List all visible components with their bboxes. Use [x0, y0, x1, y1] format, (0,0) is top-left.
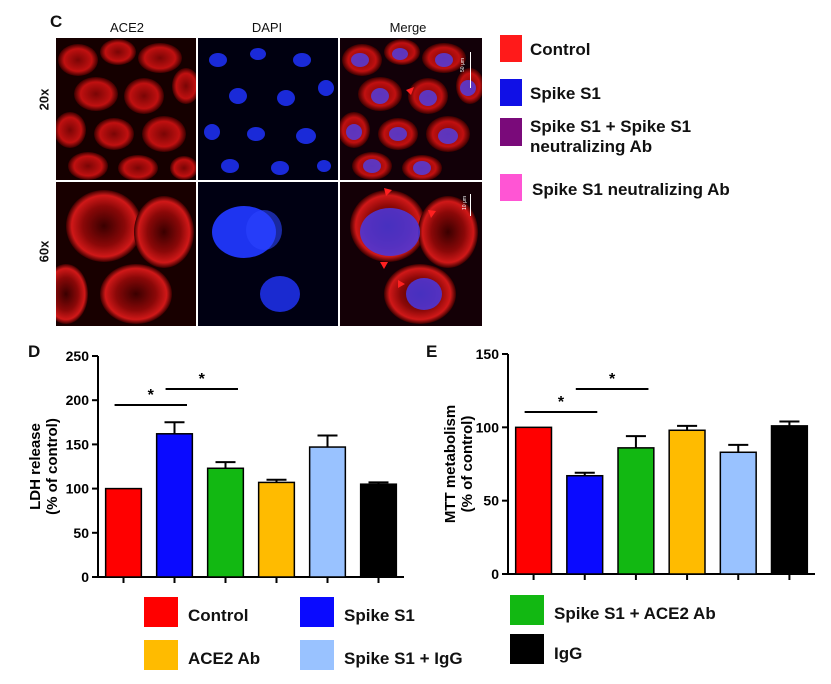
significance-label: *	[609, 371, 616, 388]
legend-swatch-ace2-ab	[144, 640, 178, 670]
legend-swatch-spike-s1	[300, 597, 334, 627]
significance-label: *	[148, 387, 155, 404]
legend-label-spike-s1: Spike S1	[344, 606, 415, 625]
y-axis-label: LDH release (% of control)	[27, 418, 61, 515]
legend-label-spike-s1-ace2-ab: Spike S1 + ACE2 Ab	[554, 604, 716, 623]
micrograph-merge-20x: 50 μm	[340, 38, 482, 180]
bar-spike-s1-igg	[308, 446, 347, 578]
legend-swatch-spike-s1-ace2-ab	[510, 595, 544, 625]
legend-c-swatch-spike-s1	[500, 79, 522, 106]
y-axis-label: MTT metabolism (% of control)	[442, 405, 476, 523]
y-tick-label: 150	[476, 346, 500, 362]
micrograph-dapi-20x	[198, 38, 338, 180]
legend-swatch-igg	[510, 634, 544, 664]
panel-e-letter: E	[426, 342, 438, 361]
y-tick-label: 150	[66, 436, 90, 452]
column-header-dapi: DAPI	[251, 20, 283, 35]
legend-c-label-spike-s1-neutralizing: Spike S1 + Spike S1 neutralizing Ab	[530, 117, 692, 156]
bar-spike-s1	[155, 433, 194, 578]
micrograph-grid: 50 μm	[56, 38, 482, 326]
y-tick-label: 250	[66, 348, 90, 364]
column-header-merge: Merge	[389, 20, 427, 35]
micrograph-dapi-60x	[198, 182, 338, 326]
legend-swatch-spike-s1-igg	[300, 640, 334, 670]
micrograph-ace2-20x	[56, 38, 196, 180]
significance-label: *	[558, 394, 565, 411]
significance-label: *	[199, 371, 206, 388]
y-tick-label: 0	[81, 569, 89, 585]
chart-mtt-metabolism: 0 50 100 150 * * MTT metabolism (% of control)	[442, 346, 815, 582]
legend-swatch-control	[144, 597, 178, 627]
legend-label-ace2-ab: ACE2 Ab	[188, 649, 261, 668]
legend-label-control: Control	[188, 606, 249, 625]
bottom-legend: Control Spike S1 Spike S1 + ACE2 Ab ACE2…	[0, 590, 831, 684]
bar-ace2-ab	[668, 429, 706, 575]
bar-spike-s1	[566, 474, 604, 575]
bar-spike-s1-ace2-ab	[617, 447, 655, 575]
y-axis-label-line: (% of control)	[459, 416, 476, 513]
bar-spike-s1-igg	[719, 451, 757, 575]
legend-c-swatch-spike-s1-neutralizing	[500, 118, 522, 146]
bar-ace2-ab	[257, 481, 296, 578]
bar-spike-s1-ace2-ab	[206, 467, 245, 578]
bar-control	[104, 487, 143, 578]
y-tick-label: 0	[491, 566, 499, 582]
y-tick-label: 50	[483, 493, 499, 509]
panel-c-letter: C	[50, 12, 63, 31]
legend-label-spike-s1-igg: Spike S1 + IgG	[344, 649, 463, 668]
legend-c-swatch-control	[500, 35, 522, 62]
y-axis-label-line: MTT metabolism	[442, 405, 459, 523]
legend-c-label-control: Control	[530, 40, 591, 59]
chart-ldh-release: 0 50 100 150 200 250 * * LDH release (% of contro…	[27, 348, 404, 585]
y-tick-label: 100	[476, 419, 500, 435]
y-tick-label: 200	[66, 392, 90, 408]
y-axis-label-line: LDH release	[27, 423, 44, 510]
micrograph-ace2-60x	[56, 182, 196, 326]
legend-c-swatch-neutralizing-ab	[500, 174, 522, 201]
bar-igg	[770, 425, 809, 575]
legend-label-igg: IgG	[554, 644, 583, 663]
legend-c-label-spike-s1: Spike S1	[530, 84, 601, 103]
panel-d-letter: D	[28, 342, 41, 361]
micrograph-merge-60x: 10 μm	[340, 182, 482, 326]
bar-igg	[359, 483, 398, 578]
y-tick-label: 100	[66, 481, 90, 497]
bar-control	[514, 426, 553, 575]
y-tick-label: 50	[73, 525, 89, 541]
legend-c-label-neutralizing-ab: Spike S1 neutralizing Ab	[532, 180, 730, 199]
column-header-ace2: ACE2	[110, 20, 144, 35]
y-axis-label-line: (% of control)	[44, 418, 61, 515]
panel-c-legend: Control Spike S1 Spike S1 + Spike S1 neu…	[0, 0, 831, 330]
